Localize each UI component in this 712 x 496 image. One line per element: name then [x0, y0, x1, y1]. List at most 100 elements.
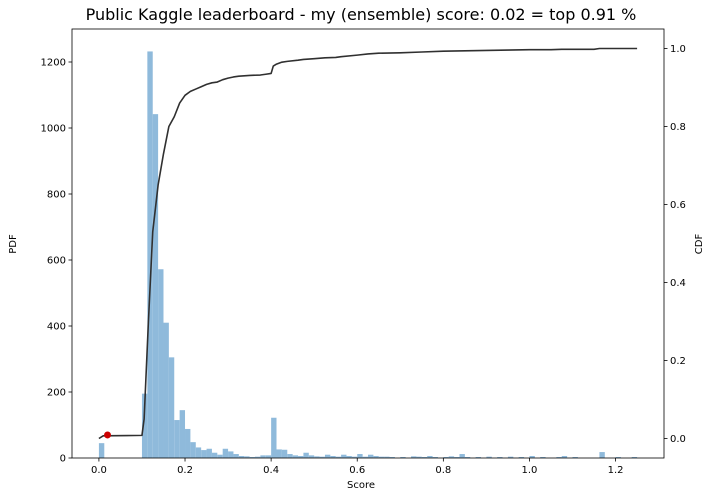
axes: [71, 28, 665, 459]
x-tick-label: 0.0: [91, 465, 107, 476]
histogram-bar: [222, 448, 229, 458]
histogram-bar: [443, 457, 449, 458]
histogram-bar: [260, 455, 266, 458]
x-tick-label: 0.8: [435, 465, 451, 476]
y-left-tick-label: 600: [47, 256, 66, 267]
histogram-bar: [330, 456, 336, 458]
histogram-bar: [244, 456, 250, 458]
histogram-bar: [486, 456, 492, 458]
histogram-bar: [319, 456, 325, 458]
histogram-bar: [475, 457, 482, 458]
y-right-tick-label: 0.8: [670, 122, 686, 133]
histogram-bar: [432, 457, 438, 458]
histogram-bar: [368, 454, 374, 458]
x-tick-label: 0.4: [263, 465, 279, 476]
histogram-bar: [464, 457, 471, 458]
x-tick-label: 1.0: [522, 465, 538, 476]
histogram-bar: [276, 449, 282, 458]
x-tick-label: 0.2: [177, 465, 193, 476]
histogram-bar: [362, 456, 368, 458]
histogram-bar: [233, 454, 239, 458]
pdf-histogram: [98, 51, 638, 458]
y-left-axis-label: PDF: [8, 234, 19, 254]
ticks: 0.0 0.2 0.4 0.6 0.8 1.0 1.2 0 200 400 600 800 1000 12…: [41, 44, 686, 476]
histogram-bar: [163, 322, 169, 458]
y-left-tick-label: 1200: [41, 58, 66, 69]
histogram-bar: [271, 417, 277, 458]
x-axis-label: Score: [347, 480, 375, 491]
y-right-tick-label: 0.4: [670, 278, 686, 289]
y-left-tick-label: 800: [47, 190, 66, 201]
y-right-tick-label: 0.0: [670, 434, 686, 445]
histogram-bar: [507, 456, 514, 458]
histogram-bar: [518, 457, 525, 458]
histogram-bar: [314, 456, 320, 458]
histogram-bar: [351, 456, 358, 458]
y-right-axis-label: CDF: [694, 234, 705, 255]
x-tick-label: 1.2: [608, 465, 624, 476]
y-left-tick-label: 1000: [41, 124, 66, 135]
histogram-bar: [281, 449, 288, 458]
y-right-tick-label: 1.0: [670, 44, 686, 55]
cdf-layer: [98, 47, 638, 440]
histogram-bar: [561, 456, 568, 458]
histogram-bar: [497, 457, 503, 458]
histogram-bar: [98, 443, 105, 458]
histogram-bar: [416, 456, 422, 458]
histogram-bar: [599, 452, 605, 458]
histogram-bar: [303, 452, 309, 458]
histogram-bar: [615, 457, 621, 458]
chart-title: Public Kaggle leaderboard - my (ensemble…: [86, 5, 637, 24]
histogram-bar: [174, 420, 180, 458]
histogram-bar: [254, 456, 261, 458]
histogram-bar: [206, 448, 212, 458]
histogram-bar: [179, 410, 186, 458]
histogram-bar: [168, 357, 175, 458]
histogram-bar: [373, 456, 379, 458]
histogram-bar: [185, 428, 191, 458]
histogram-bar: [400, 457, 406, 458]
histogram-bar: [378, 456, 385, 458]
histogram-bar: [211, 452, 218, 458]
histogram-bar: [190, 442, 196, 458]
histogram-bar: [389, 457, 395, 458]
my-score-marker: [104, 431, 112, 439]
histogram-bar: [147, 51, 153, 458]
histogram-bar: [411, 456, 417, 458]
histogram-bar: [529, 456, 535, 458]
histogram-bar: [238, 456, 245, 458]
cdf-line: [98, 47, 638, 440]
histogram-bar: [265, 455, 272, 458]
histogram-bar: [141, 393, 148, 458]
histogram-bar: [201, 450, 207, 458]
y-right-tick-label: 0.6: [670, 200, 686, 211]
histogram-bar: [540, 457, 546, 458]
histogram-bar: [421, 457, 428, 458]
histogram-bar: [384, 456, 390, 458]
histogram-bar: [249, 457, 255, 458]
histogram-bar: [427, 456, 433, 458]
histogram-bar: [341, 454, 347, 458]
histogram-bar: [335, 456, 342, 458]
histogram-bar: [572, 457, 578, 458]
histogram-bar: [195, 447, 202, 458]
histogram-bar: [298, 456, 304, 458]
histogram-bar: [556, 457, 562, 458]
histogram-bar: [292, 455, 299, 458]
histogram-bar: [459, 454, 465, 458]
histogram-bar: [357, 454, 363, 458]
histogram-bar: [308, 455, 315, 458]
y-right-tick-label: 0.2: [670, 356, 686, 367]
histogram-bar: [448, 456, 455, 458]
histogram-bar: [228, 451, 234, 458]
histogram-bar: [346, 456, 352, 458]
y-left-tick-label: 400: [47, 322, 66, 333]
histogram-bar: [158, 269, 164, 458]
y-left-tick-label: 0: [60, 454, 66, 465]
histogram-bar: [217, 454, 223, 458]
histogram-bar: [631, 457, 638, 458]
histogram-bar: [454, 457, 460, 458]
y-left-tick-label: 200: [47, 388, 66, 399]
